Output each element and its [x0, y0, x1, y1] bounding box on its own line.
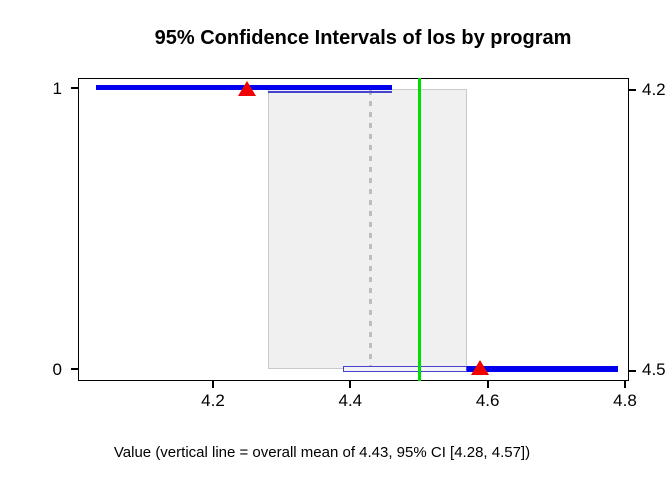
- group-0-mean-triangle-icon: [471, 359, 490, 375]
- x-axis-tick-label: 4.8: [613, 391, 637, 410]
- overall-ci-rect: [267, 89, 468, 369]
- overall-mean-dashed-line: [369, 90, 373, 368]
- right-axis-tick: [629, 89, 636, 91]
- x-axis-tick-label: 4.2: [201, 391, 225, 410]
- y-axis-tick: [71, 368, 78, 370]
- group-1-mean-triangle-icon: [237, 80, 256, 96]
- right-axis-label-1: 4.2: [642, 80, 666, 99]
- group-0-ci-bar: [467, 366, 619, 372]
- x-axis-tick: [349, 381, 352, 388]
- right-axis-label-0: 4.5: [642, 360, 666, 379]
- x-axis-tick-label: 4.4: [338, 391, 363, 410]
- x-axis-tick: [486, 381, 489, 388]
- x-axis-caption: Value (vertical line = overall mean of 4…: [113, 444, 531, 461]
- right-axis-tick: [629, 369, 636, 372]
- x-axis-tick: [212, 381, 214, 388]
- x-axis-tick: [624, 381, 626, 388]
- y-axis-label-0: 0: [52, 360, 62, 379]
- chart-title: 95% Confidence Intervals of los by progr…: [154, 27, 572, 49]
- y-axis-tick: [71, 87, 78, 89]
- group-1-ci-bar-ghost-edge: [267, 91, 392, 93]
- x-axis-tick-label: 4.6: [475, 391, 500, 410]
- reference-line: [417, 78, 421, 381]
- group-0-ci-bar-ghost: [343, 366, 468, 372]
- y-axis-label-1: 1: [52, 79, 62, 98]
